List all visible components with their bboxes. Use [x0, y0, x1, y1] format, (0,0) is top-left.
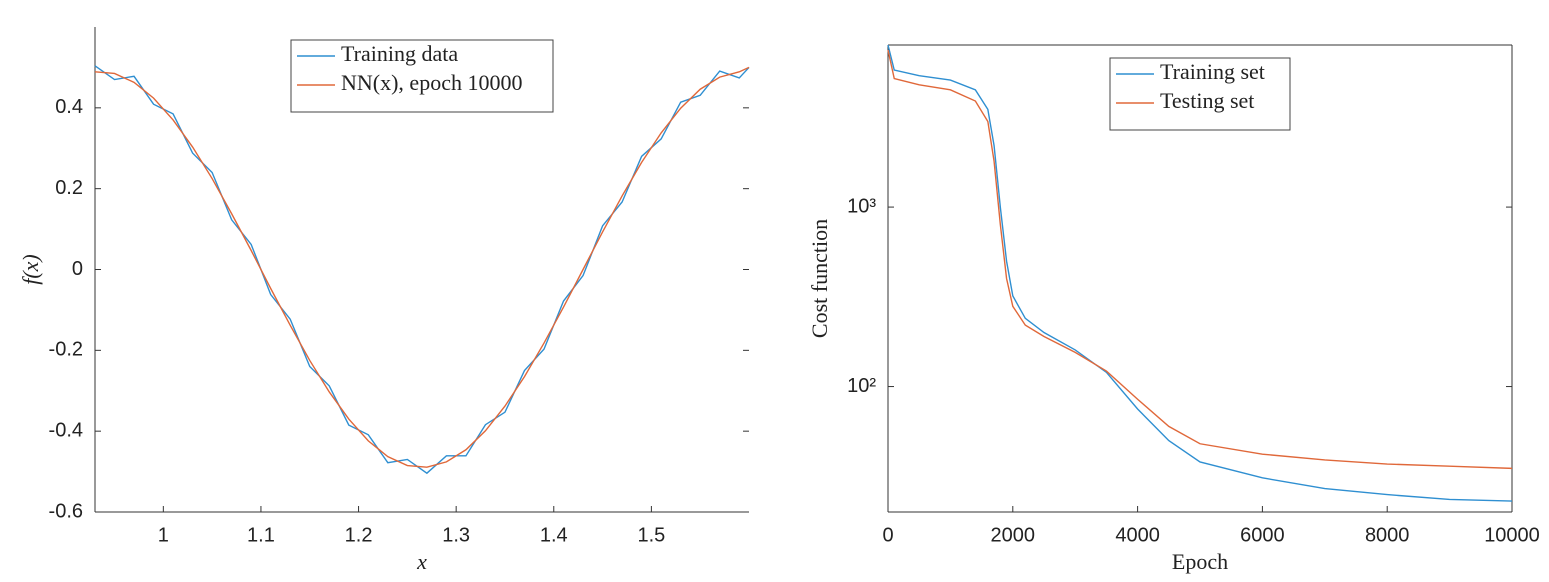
- y-tick-label: -0.2: [49, 339, 83, 361]
- x-tick-label: 6000: [1240, 524, 1285, 546]
- subplot: 0 2000 4000 6000 8000 10000 10² 10³ Epoch Cost fu…: [807, 44, 1540, 574]
- y-axis-label: Cost function: [807, 219, 832, 338]
- x-tick-label: 4000: [1115, 524, 1160, 546]
- series-line: [887, 44, 1513, 502]
- x-tick-label: 10000: [1484, 524, 1540, 546]
- x-tick-label: 8000: [1365, 524, 1410, 546]
- legend-label: Training set: [1160, 59, 1265, 84]
- y-tick-label: -0.4: [49, 419, 83, 441]
- y-tick-label: 0.2: [55, 177, 83, 199]
- x-axis-label: x: [416, 549, 427, 574]
- series-line: [887, 49, 1513, 470]
- x-tick-label: 1.2: [345, 524, 373, 546]
- x-tick-label: 1.3: [442, 524, 470, 546]
- legend-box: [1109, 57, 1291, 131]
- x-tick-label: 2000: [991, 524, 1036, 546]
- x-axis-label: Epoch: [1172, 549, 1228, 574]
- series-line: [94, 66, 750, 468]
- y-tick-label: -0.6: [49, 500, 83, 522]
- series-line: [94, 65, 750, 475]
- y-tick-label: 10²: [847, 375, 876, 397]
- y-tick-label: 0: [72, 258, 83, 280]
- subplot: 1 1.1 1.2 1.3 1.4 1.5 -0.6 -0.4 -0.2 0 0.2 0.4 x f(x)…: [18, 27, 750, 574]
- x-tick-label: 1.4: [540, 524, 568, 546]
- x-tick-label: 0: [882, 524, 893, 546]
- x-tick-label: 1: [158, 524, 169, 546]
- x-tick-label: 1.1: [247, 524, 275, 546]
- y-tick-label: 0.4: [55, 96, 83, 118]
- legend-label: NN(x), epoch 10000: [341, 70, 522, 95]
- x-tick-label: 1.5: [637, 524, 665, 546]
- legend-label: Testing set: [1160, 88, 1254, 113]
- legend-label: Training data: [341, 41, 458, 66]
- legend-box: [290, 39, 554, 113]
- y-axis-label: f(x): [18, 254, 43, 285]
- y-tick-label: 10³: [847, 195, 876, 217]
